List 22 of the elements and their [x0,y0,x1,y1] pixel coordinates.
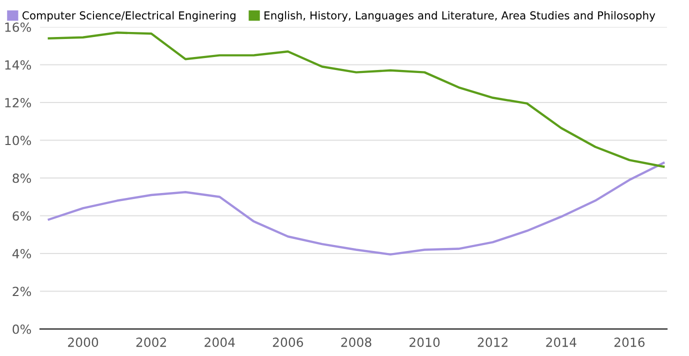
legend-label: Computer Science/Electrical Enginering [22,11,236,22]
x-tick-label: 2012 [478,338,508,348]
y-tick-label: 6% [12,211,31,221]
y-tick-label: 4% [12,248,31,258]
x-tick-label: 2010 [410,338,440,348]
line-series [48,162,665,256]
legend-label: English, History, Languages and Literature, Area Studies and Philosophy [264,11,656,22]
y-tick-label: 14% [5,60,31,70]
y-tick-label: 0% [12,324,31,334]
x-tick-label: 2000 [68,338,98,348]
x-tick-label: 2004 [204,338,235,348]
y-tick-label: 12% [5,98,31,108]
x-tick-label: 2002 [136,338,166,348]
x-tick-label: 2006 [272,338,304,348]
x-tick-label: 2014 [546,338,576,348]
y-tick-label: 16% [5,22,31,32]
line-series [48,32,665,168]
y-tick-label: 8% [12,173,31,183]
y-tick-label: 10% [5,136,31,146]
y-tick-label: 2% [12,286,31,296]
x-tick-label: 2016 [614,338,645,348]
x-tick-label: 2008 [341,338,372,348]
